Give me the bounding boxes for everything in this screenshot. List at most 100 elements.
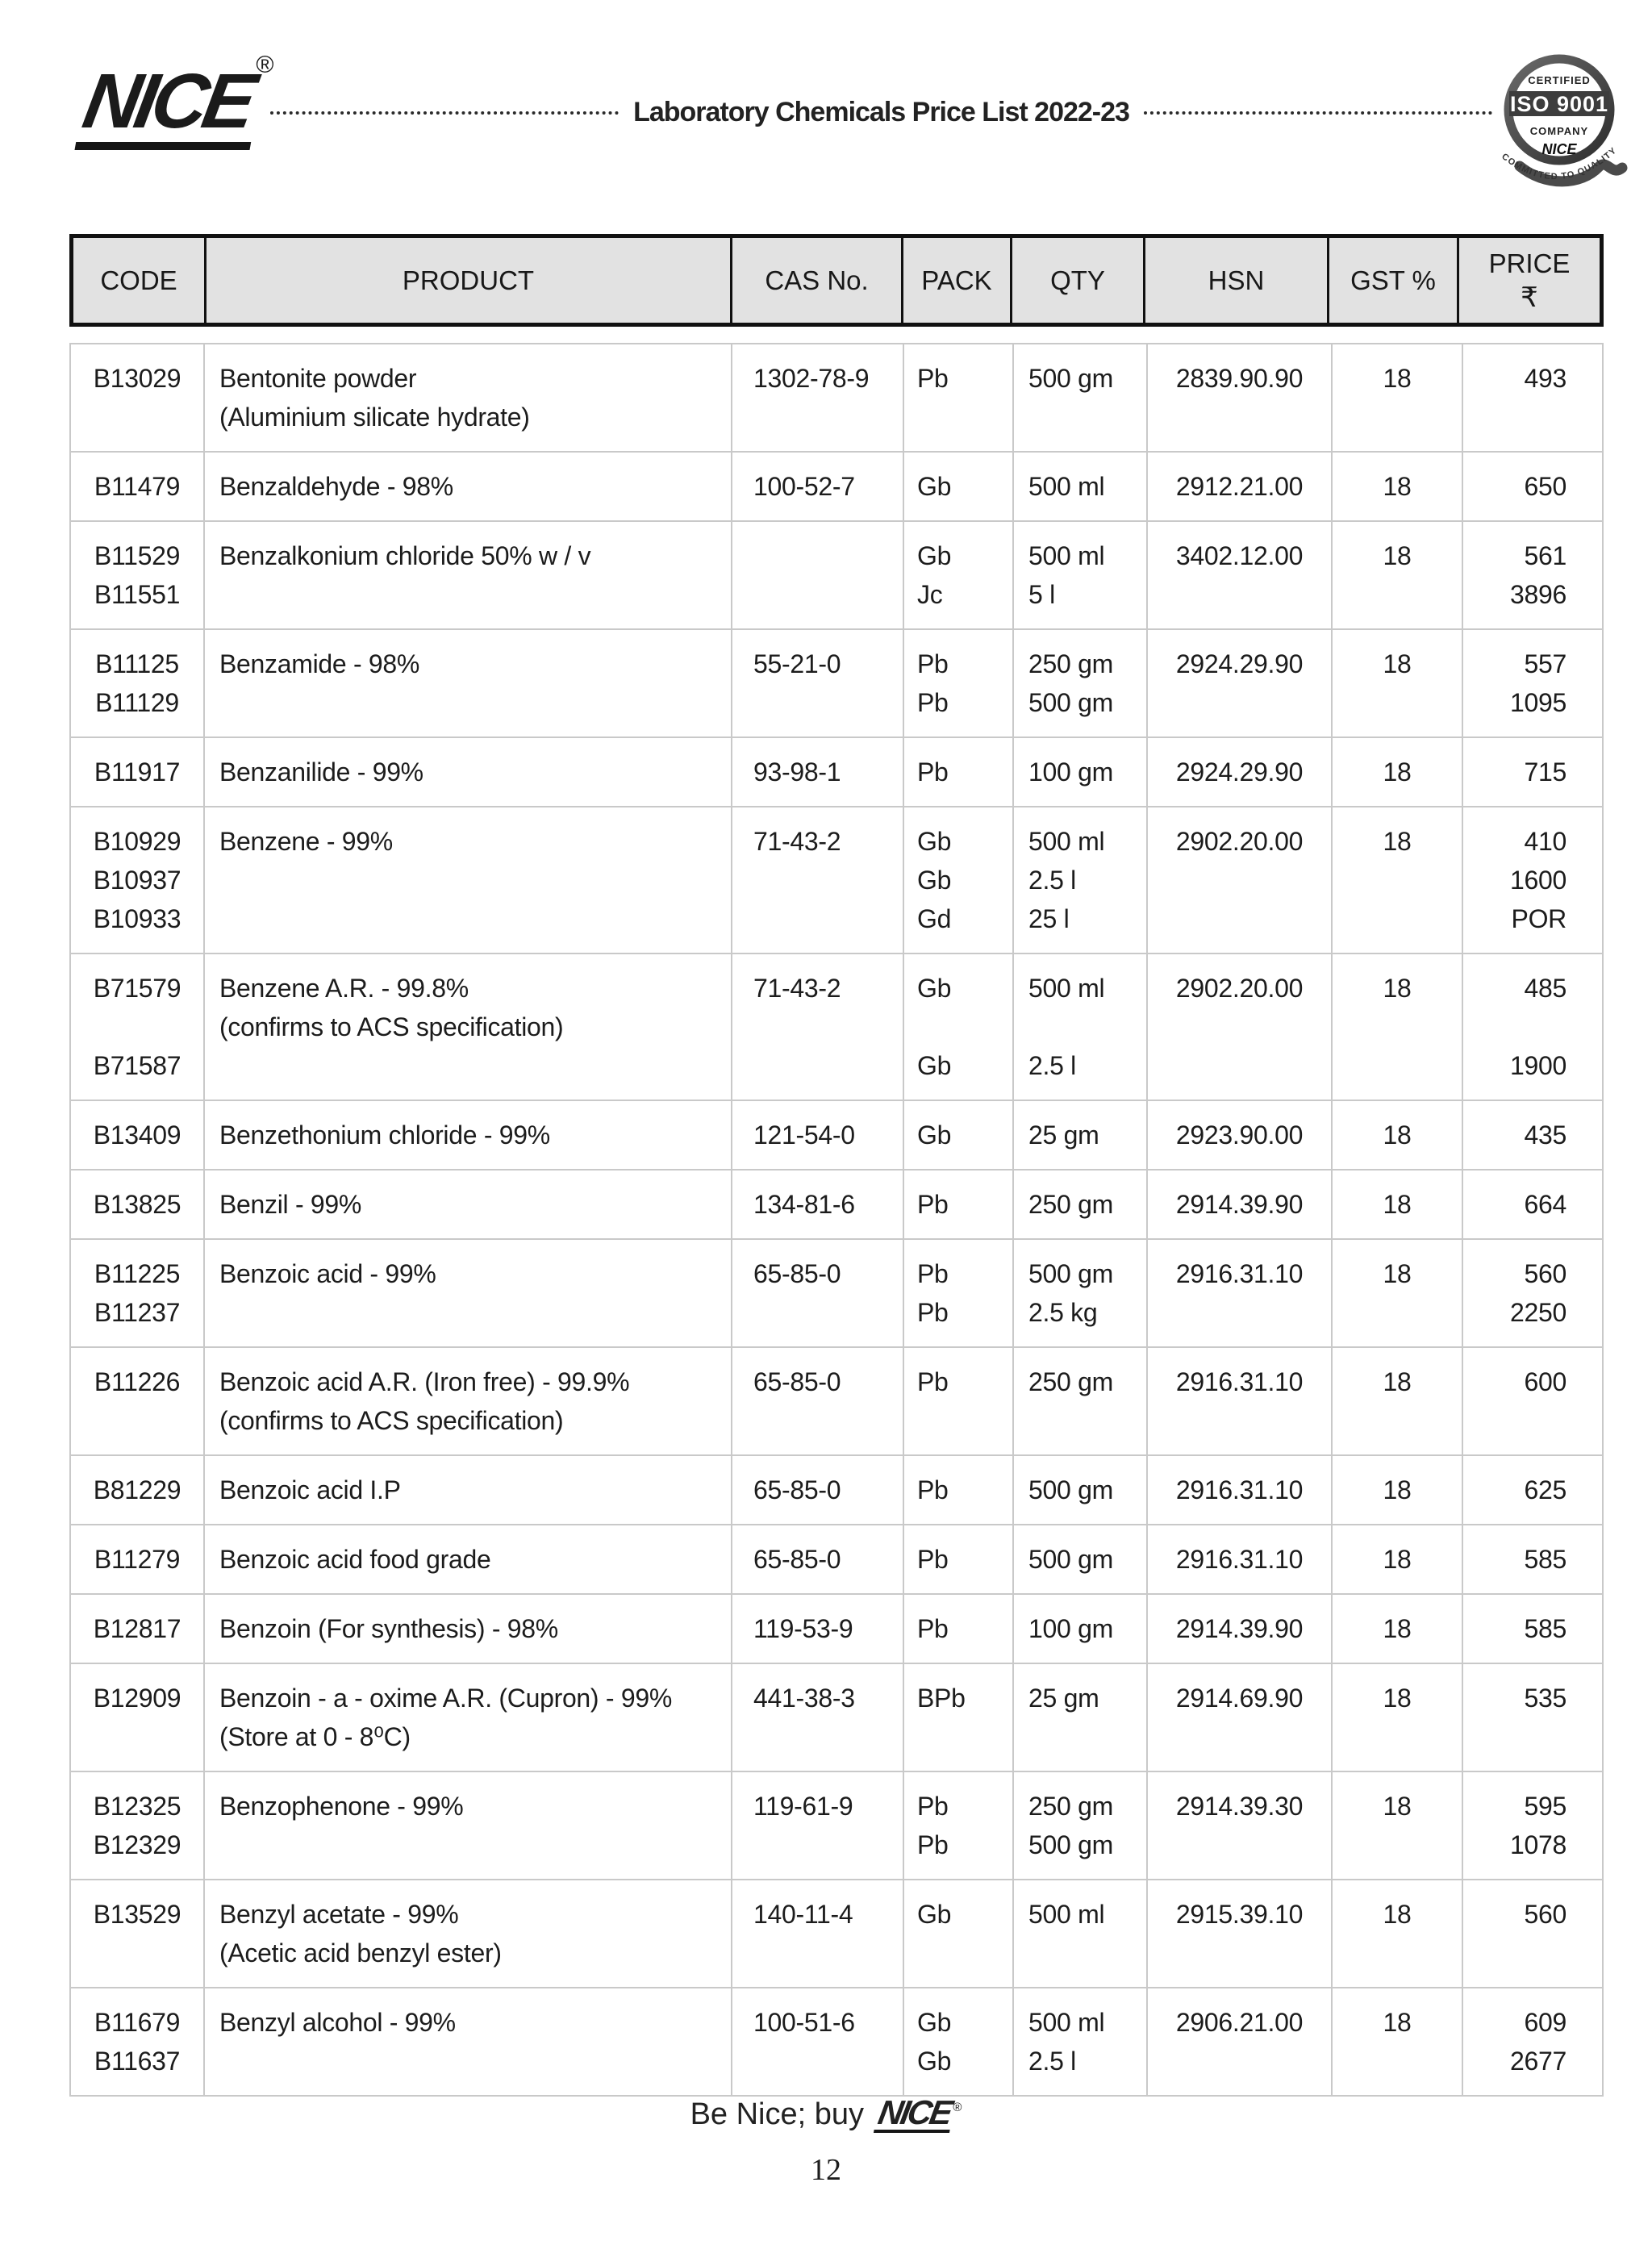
pack-value: Pb (917, 1298, 949, 1327)
code-value: B13825 (93, 1190, 181, 1219)
gst-value: 18 (1383, 827, 1412, 856)
hsn-cell: 2914.39.30 (1148, 1772, 1333, 1880)
gst-value: 18 (1383, 1614, 1412, 1643)
pack-value: Gb (917, 541, 952, 570)
hsn-cell: 2902.20.00 (1148, 807, 1333, 954)
table-row: B81229 Benzoic acid I.P 65-85-0 Pb 500 gm 291… (71, 1456, 1604, 1525)
cas-value: 119-53-9 (753, 1614, 853, 1643)
product-cell: Benzoin (For synthesis) - 98% (205, 1595, 732, 1664)
code-cell: B13825 (71, 1170, 205, 1240)
gst-value: 18 (1383, 974, 1412, 1003)
qty-cell: 500 gm (1014, 344, 1148, 453)
gst-cell: 18 (1333, 453, 1463, 522)
qty-cell: 100 gm (1014, 738, 1148, 807)
code-value: B12909 (93, 1684, 181, 1713)
product-value: Benzil - 99% (219, 1190, 362, 1219)
code-cell: B11226 (71, 1348, 205, 1456)
product-cell: Benzaldehyde - 98% (205, 453, 732, 522)
code-value: B71579 (93, 974, 181, 1003)
price-cell: 410 1600 POR (1463, 807, 1604, 954)
qty-cell: 500 gm 2.5 kg (1014, 1240, 1148, 1348)
code-value: B81229 (93, 1475, 181, 1504)
pack-value: Pb (917, 1475, 949, 1504)
qty-cell: 500 ml 2.5 l (1014, 1988, 1148, 2097)
qty-value: 500 gm (1028, 688, 1113, 717)
product-value: Benzamide - 98% (219, 649, 420, 678)
column-header-hsn: HSN (1145, 238, 1329, 323)
gst-cell: 18 (1333, 738, 1463, 807)
cas-value: 65-85-0 (753, 1259, 841, 1288)
code-value: B11237 (94, 1298, 181, 1327)
cas-cell: 71-43-2 (732, 954, 904, 1101)
price-value: 1078 (1510, 1830, 1566, 1859)
qty-cell: 500 ml 5 l (1014, 522, 1148, 630)
pack-cell: Gb (904, 453, 1014, 522)
code-cell: B11125 B11129 (71, 630, 205, 738)
price-cell: 485 1900 (1463, 954, 1604, 1101)
pack-cell: Pb Pb (904, 630, 1014, 738)
code-cell: B10929 B10937 B10933 (71, 807, 205, 954)
pack-cell: Gb Gb (904, 1988, 1014, 2097)
product-cell: Benzalkonium chloride 50% w / v (205, 522, 732, 630)
price-value: 625 (1524, 1475, 1567, 1504)
cas-value: 121-54-0 (753, 1120, 855, 1150)
hsn-value: 2912.21.00 (1175, 472, 1304, 501)
pack-value: Pb (917, 1614, 949, 1643)
price-value: 1900 (1510, 1051, 1566, 1080)
nice-logo-text: NICE (74, 58, 265, 150)
product-value: (Acetic acid benzyl ester) (219, 1938, 502, 1968)
qty-value: 500 gm (1028, 364, 1113, 393)
gst-value: 18 (1383, 1259, 1412, 1288)
pack-value: Gb (917, 1120, 952, 1150)
code-value: B11917 (94, 757, 181, 787)
cas-value: 65-85-0 (753, 1367, 841, 1396)
price-cell: 650 (1463, 453, 1604, 522)
gst-value: 18 (1383, 541, 1412, 570)
hsn-value: 2923.90.00 (1175, 1120, 1304, 1150)
gst-cell: 18 (1333, 1456, 1463, 1525)
column-header-gst: GST % (1329, 238, 1459, 323)
price-value: 561 (1524, 541, 1567, 570)
price-cell: 561 3896 (1463, 522, 1604, 630)
rupee-icon: ₹ (1521, 281, 1538, 314)
pack-value: Pb (917, 757, 949, 787)
price-cell: 557 1095 (1463, 630, 1604, 738)
gst-value: 18 (1383, 364, 1412, 393)
price-cell: 595 1078 (1463, 1772, 1604, 1880)
table-row: B11529 B11551 Benzalkonium chloride 50% w … (71, 522, 1604, 630)
price-cell: 493 (1463, 344, 1604, 453)
hsn-value: 2916.31.10 (1175, 1545, 1304, 1574)
cas-cell: 65-85-0 (732, 1240, 904, 1348)
gst-value: 18 (1383, 1545, 1412, 1574)
pack-value: Gd (917, 904, 952, 933)
table-row: B11279 Benzoic acid food grade 65-85-0 Pb 50… (71, 1525, 1604, 1595)
hsn-cell: 2914.39.90 (1148, 1595, 1333, 1664)
qty-value: 100 gm (1028, 1614, 1113, 1643)
pack-value: Pb (917, 364, 949, 393)
pack-value: Pb (917, 1259, 949, 1288)
page-number: 12 (811, 2153, 841, 2187)
price-value: 595 (1524, 1792, 1567, 1821)
cas-cell: 119-61-9 (732, 1772, 904, 1880)
pack-value: Pb (917, 1190, 949, 1219)
pack-value: Pb (917, 649, 949, 678)
price-value: 557 (1524, 649, 1567, 678)
price-value: 485 (1524, 974, 1567, 1003)
table-row: B11225 B11237 Benzoic acid - 99% 65-85-0 Pb P… (71, 1240, 1604, 1348)
footer-text: Be Nice; buy (690, 2097, 865, 2131)
hsn-value: 2914.39.90 (1175, 1614, 1304, 1643)
cas-cell: 71-43-2 (732, 807, 904, 954)
hsn-cell: 2916.31.10 (1148, 1240, 1333, 1348)
hsn-cell: 2902.20.00 (1148, 954, 1333, 1101)
hsn-value: 2914.69.90 (1175, 1684, 1304, 1713)
gst-value: 18 (1383, 649, 1412, 678)
hsn-value: 2902.20.00 (1175, 827, 1304, 856)
price-value: POR (1511, 904, 1567, 933)
code-value: B71587 (93, 1051, 181, 1080)
qty-value: 250 gm (1028, 1792, 1113, 1821)
hsn-value: 2914.39.30 (1175, 1792, 1304, 1821)
hsn-value: 2915.39.10 (1175, 1900, 1304, 1929)
product-value: Benzoic acid - 99% (219, 1259, 436, 1288)
pack-value: Gb (917, 1051, 952, 1080)
price-cell: 609 2677 (1463, 1988, 1604, 2097)
